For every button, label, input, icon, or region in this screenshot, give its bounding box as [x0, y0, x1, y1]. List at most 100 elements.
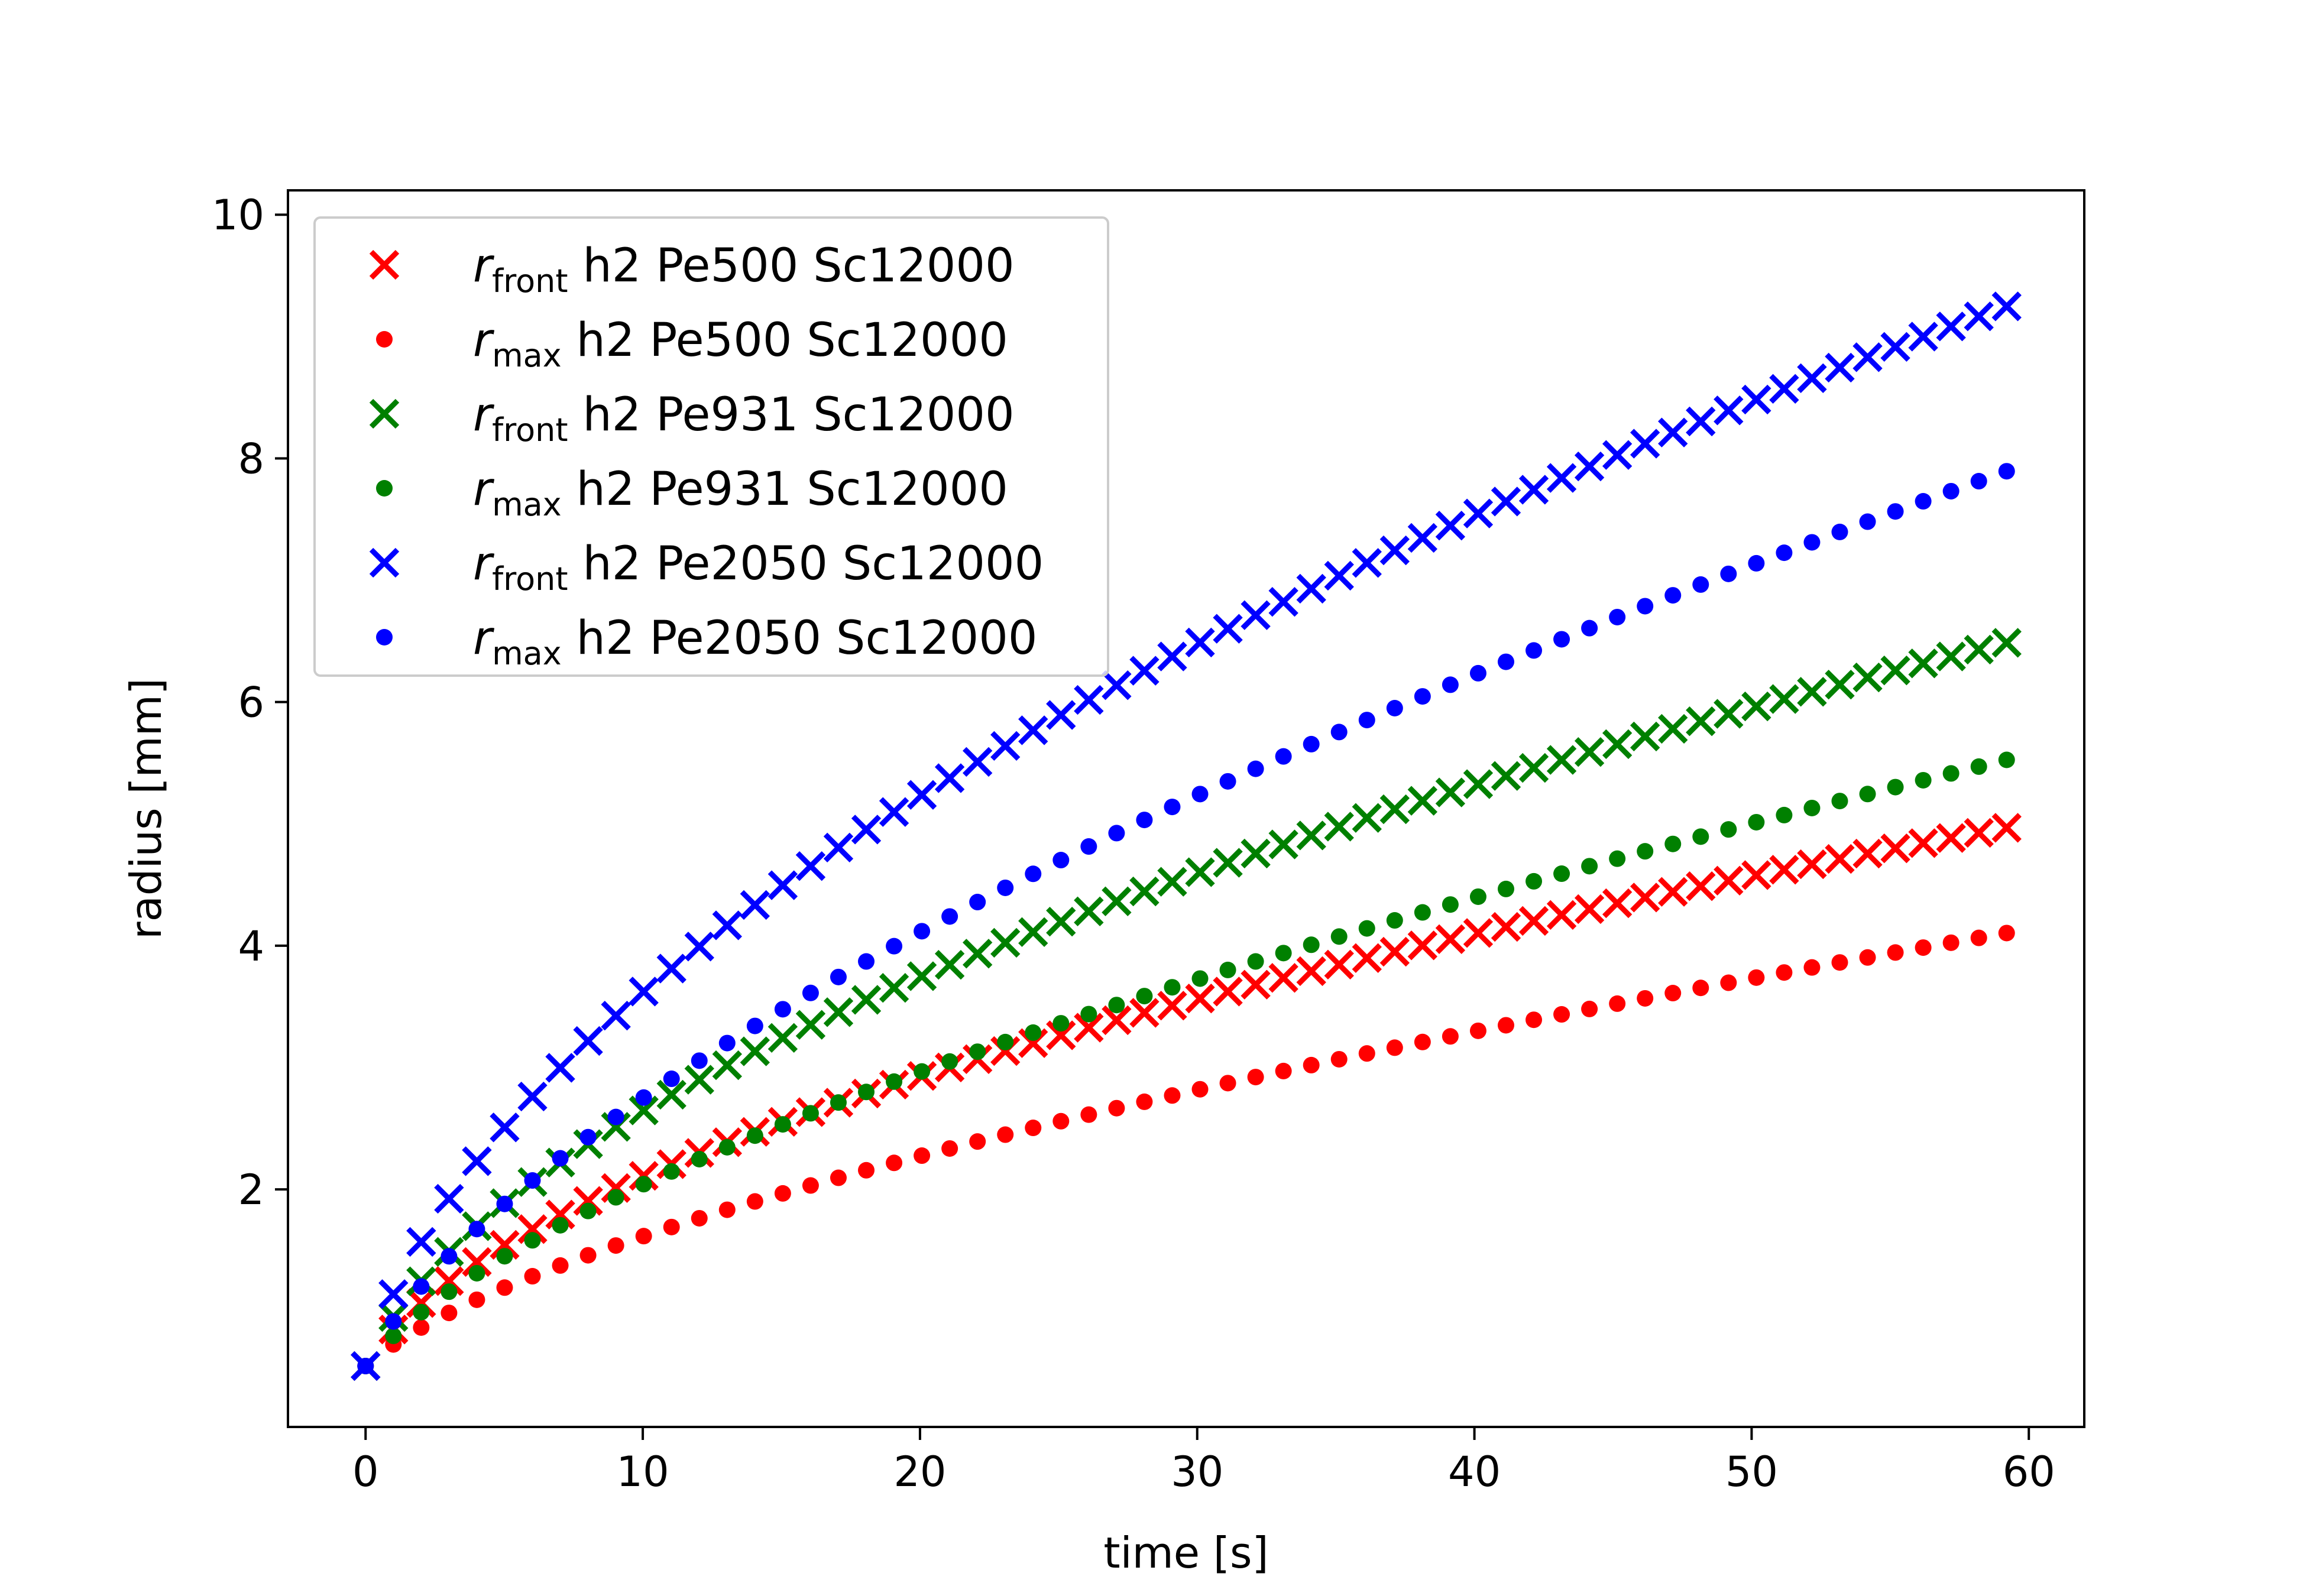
x-marker-stroke: [1074, 1013, 1104, 1043]
y-tick-label: 4: [238, 922, 264, 971]
x-marker-stroke: [1241, 969, 1271, 1000]
x-marker-stroke: [629, 1095, 659, 1125]
dot-marker-point: [1303, 936, 1320, 953]
x-marker-stroke: [1018, 715, 1048, 745]
dot-marker-point: [1080, 1106, 1097, 1123]
dot-marker-point: [1776, 964, 1793, 981]
x-marker-point: [1185, 627, 1215, 658]
dot-marker-point: [691, 1150, 708, 1167]
dot-marker-point: [441, 1248, 458, 1265]
x-marker-stroke: [1324, 560, 1354, 591]
x-marker-stroke: [823, 997, 854, 1027]
dot-marker-point: [1692, 576, 1709, 593]
dot-marker-point: [1942, 934, 1960, 951]
dot-marker-point: [1831, 954, 1848, 971]
dot-marker-point: [1219, 1075, 1236, 1092]
x-marker-stroke: [1491, 486, 1521, 517]
dot-marker-point: [914, 1147, 931, 1164]
x-marker-stroke: [601, 1173, 631, 1204]
dot-marker-point: [1275, 748, 1292, 765]
x-tick-label: 60: [2003, 1448, 2055, 1496]
x-marker-point: [1936, 641, 1966, 672]
dot-marker-point: [914, 1063, 931, 1080]
dot-marker-point: [1191, 970, 1209, 987]
data-marks: [351, 291, 2022, 1381]
dot-marker-point: [914, 923, 931, 940]
dot-marker-point: [1526, 872, 1543, 890]
dot-marker-point: [1386, 912, 1403, 929]
dot-marker-point: [635, 1176, 652, 1193]
dot-marker-point: [441, 1305, 458, 1322]
x-marker-stroke: [1296, 820, 1326, 851]
x-marker-stroke: [1157, 867, 1187, 897]
x-marker-point: [1546, 745, 1577, 775]
x-marker-point: [1352, 803, 1382, 833]
dot-marker-point: [1469, 664, 1486, 682]
dot-marker-point: [1386, 699, 1403, 716]
x-marker-point: [1157, 867, 1187, 897]
x-marker-point: [1296, 956, 1326, 987]
x-marker-point: [906, 780, 937, 810]
y-tick-label: 10: [212, 191, 264, 239]
dot-marker-point: [1275, 945, 1292, 962]
x-marker-point: [740, 1036, 770, 1066]
x-marker-stroke: [369, 249, 400, 280]
x-marker-point: [1463, 498, 1494, 528]
x-marker-point: [1129, 998, 1160, 1028]
x-marker-point: [1602, 729, 1633, 760]
x-marker-stroke: [906, 961, 937, 991]
x-marker-stroke: [879, 797, 909, 827]
x-marker-point: [712, 910, 742, 940]
dot-marker-point: [496, 1248, 513, 1265]
dot-marker-point: [941, 1140, 958, 1157]
dot-marker-point: [385, 1313, 402, 1330]
x-marker-point: [1769, 374, 1799, 404]
x-marker-stroke: [767, 1023, 798, 1053]
x-marker-point: [1825, 844, 1855, 874]
x-marker-point: [1241, 969, 1271, 1000]
x-marker-point: [934, 763, 965, 793]
x-marker-point: [629, 1160, 659, 1191]
dot-marker-point: [1803, 799, 1821, 816]
x-marker-stroke: [1769, 684, 1799, 714]
x-marker-stroke: [601, 1112, 631, 1142]
dot-marker-point: [746, 1017, 763, 1034]
x-marker-stroke: [963, 747, 993, 777]
dot-marker-point: [802, 984, 819, 1001]
dot-marker-point: [441, 1283, 458, 1300]
x-marker-stroke: [1379, 936, 1410, 967]
x-marker-stroke: [369, 398, 400, 429]
dot-marker-point: [385, 1327, 402, 1344]
x-marker-point: [1602, 440, 1633, 470]
x-marker-point: [1018, 715, 1048, 745]
dot-marker-point: [1330, 1050, 1348, 1068]
x-marker-point: [1574, 451, 1605, 482]
x-marker-stroke: [1046, 700, 1076, 730]
x-marker-point: [601, 1000, 631, 1031]
x-marker-point: [934, 950, 965, 980]
dot-marker-point: [1720, 974, 1737, 991]
x-marker-stroke: [462, 1247, 492, 1277]
dot-marker-point: [496, 1279, 513, 1296]
x-marker-stroke: [1658, 877, 1688, 907]
dot-marker-point: [718, 1138, 736, 1156]
x-marker-point: [1352, 548, 1382, 578]
dot-marker-point: [1025, 1024, 1042, 1041]
x-marker-stroke: [517, 1081, 548, 1112]
dot-marker-point: [886, 1073, 903, 1090]
dot-marker-point: [1330, 928, 1348, 945]
x-marker-point: [656, 953, 686, 984]
x-marker-stroke: [1379, 794, 1410, 825]
x-marker-point: [684, 1065, 714, 1095]
x-marker-point: [1518, 475, 1549, 505]
x-marker-stroke: [1018, 917, 1048, 948]
x-marker-stroke: [1852, 342, 1883, 372]
dot-marker-point: [1526, 1011, 1543, 1029]
dot-marker-point: [1748, 969, 1765, 986]
x-marker-stroke: [1463, 769, 1494, 799]
x-marker-point: [1324, 812, 1354, 842]
x-marker-point: [1268, 829, 1298, 859]
dot-marker-point: [663, 1218, 680, 1235]
x-marker-point: [1630, 721, 1660, 752]
